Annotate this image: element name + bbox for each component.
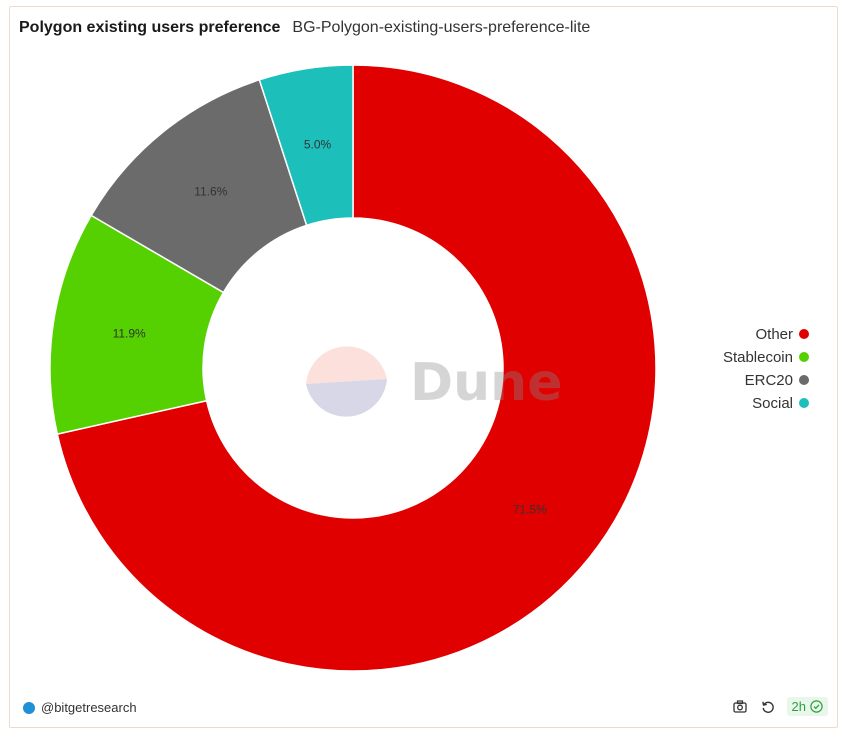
author-link[interactable]: @bitgetresearch: [23, 700, 137, 715]
legend-label: Social: [752, 394, 793, 412]
legend-dot-icon: [799, 398, 809, 408]
legend-item-stablecoin[interactable]: Stablecoin: [723, 348, 809, 366]
refresh-age: 2h: [791, 699, 806, 714]
footer-tools: 2h: [731, 697, 828, 716]
legend-item-social[interactable]: Social: [723, 394, 809, 412]
chart-footer: @bitgetresearch 2h: [10, 697, 837, 721]
slice-label-erc20: 11.6%: [194, 185, 227, 199]
legend-dot-icon: [799, 352, 809, 362]
refresh-icon[interactable]: [759, 698, 777, 716]
slice-label-stablecoin: 11.9%: [113, 326, 146, 340]
slice-social[interactable]: [258, 64, 354, 227]
dune-watermark: Dune: [306, 346, 562, 417]
chart-header: Polygon existing users preference BG-Pol…: [19, 19, 590, 43]
chart-title: Polygon existing users preference: [19, 19, 281, 36]
refresh-status-badge[interactable]: 2h: [786, 697, 828, 716]
legend-label: Other: [755, 325, 793, 343]
chart-subtitle: BG-Polygon-existing-users-preference-lit…: [292, 19, 591, 36]
slice-label-social: 5.0%: [304, 137, 332, 151]
legend-dot-icon: [799, 375, 809, 385]
slice-label-other: 71.5%: [513, 503, 547, 517]
watermark-label: Dune: [410, 353, 562, 413]
chart-legend: Other Stablecoin ERC20 Social: [723, 325, 809, 412]
check-circle-icon: [810, 700, 823, 713]
legend-item-erc20[interactable]: ERC20: [723, 371, 809, 389]
author-avatar-icon: [23, 701, 35, 714]
legend-label: Stablecoin: [722, 348, 793, 366]
slice-erc20[interactable]: [90, 78, 308, 294]
slice-other[interactable]: [56, 64, 657, 672]
donut-chart: 71.5% 11.9% 11.6% 5.0% Dune: [49, 64, 657, 672]
camera-icon[interactable]: [731, 698, 749, 716]
legend-item-other[interactable]: Other: [723, 325, 809, 343]
legend-dot-icon: [799, 329, 809, 339]
legend-label: ERC20: [744, 371, 793, 389]
chart-card: Polygon existing users preference BG-Pol…: [9, 6, 838, 728]
author-handle: @bitgetresearch: [41, 700, 137, 715]
slice-stablecoin[interactable]: [49, 214, 225, 435]
